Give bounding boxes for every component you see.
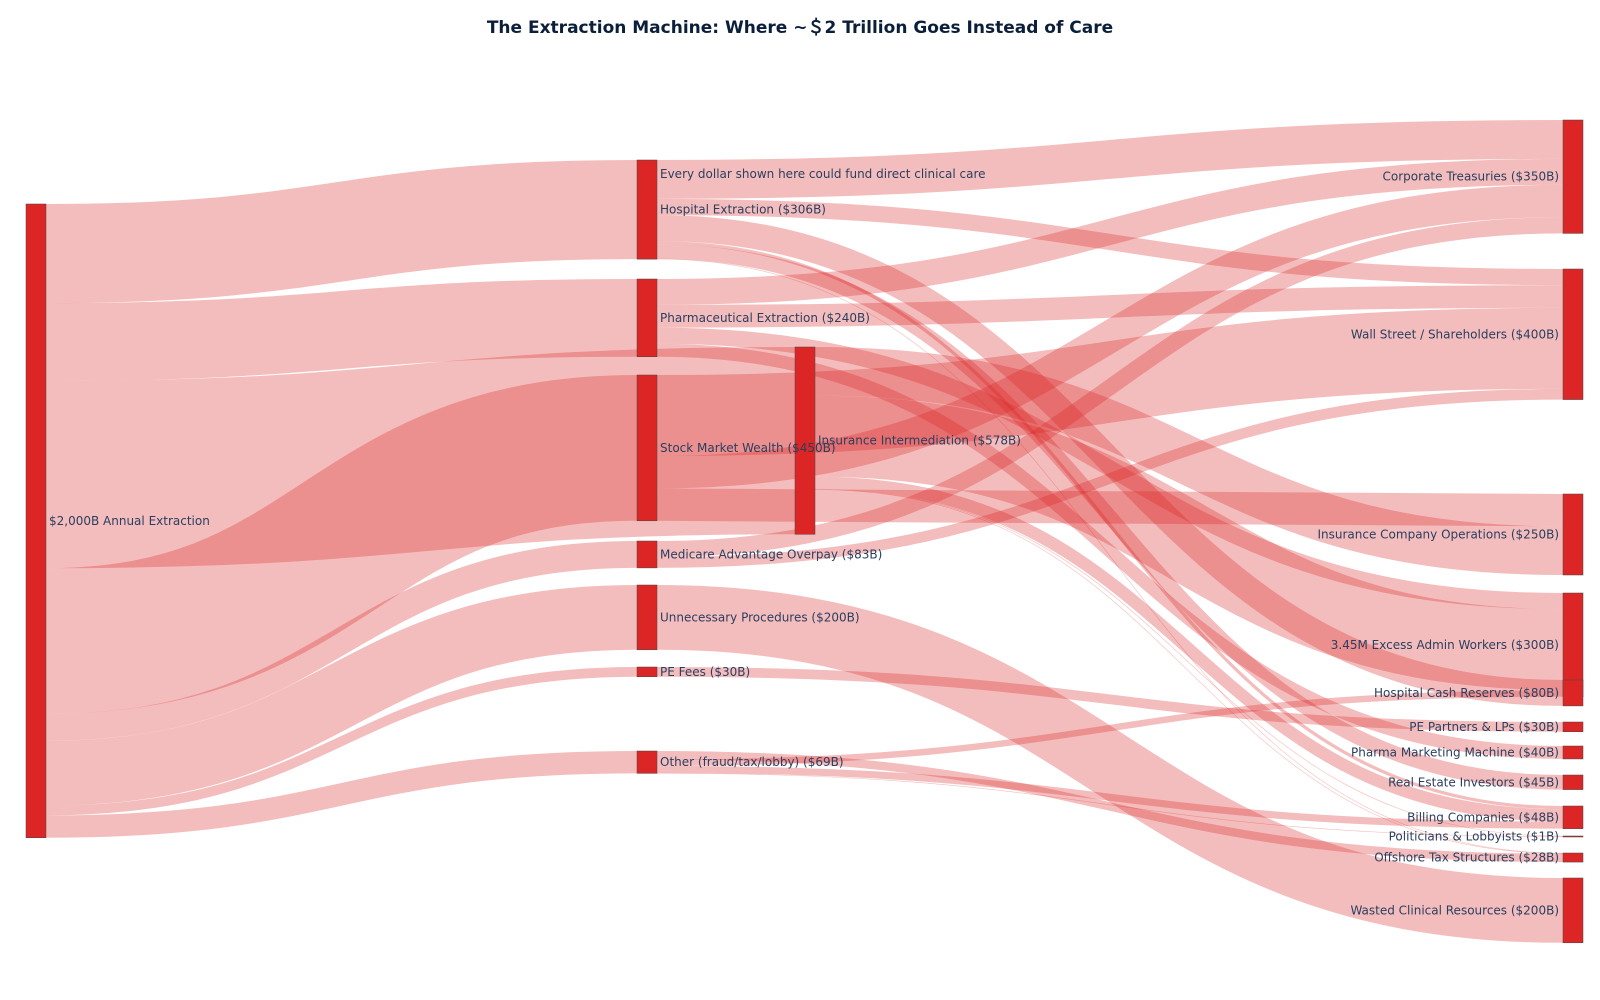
node-label-hosp: Hospital Extraction ($306B) [660,203,826,217]
link-hosp-to-hcash [656,215,1564,706]
node-label-corp: Corporate Treasuries ($350B) [1383,170,1559,184]
link-ins-to-off [814,489,1564,854]
node-pol [1562,835,1584,838]
node-label-pol: Politicians & Lobbyists ($1B) [1389,830,1559,844]
link-root-to-pharma [45,279,638,381]
link-unnec-to-waste [656,585,1564,943]
link-ma-to-wall [656,388,1564,568]
node-unnec [636,584,658,651]
node-pmkt [1562,745,1584,760]
node-label-re: Real Estate Investors ($45B) [1388,775,1559,789]
node-off [1562,852,1584,863]
node-label-ins: Insurance Intermediation ($578B) [818,434,1021,448]
node-label-pharma: Pharmaceutical Extraction ($240B) [660,311,870,325]
node-label-root: $2,000B Annual Extraction [49,514,210,528]
nodes-layer [25,119,1584,944]
link-pharma-to-pmkt [656,343,1564,759]
link-stock-to-corp [656,184,1564,489]
link-other-to-pol [656,772,1564,837]
node-label-other: Other (fraud/tax/lobby) ($69B) [660,755,844,769]
node-label-off: Offshore Tax Structures ($28B) [1374,851,1559,865]
link-hosp-to-bill [656,241,1564,810]
link-hosp-to-off [656,258,1564,854]
link-root-to-stock [45,375,638,714]
link-root-to-other [45,751,638,838]
link-ins-to-insops [814,347,1564,575]
node-label-pmkt: Pharma Marketing Machine ($40B) [1351,745,1559,759]
link-ins-to-pol [814,488,1564,837]
node-label-stock: Stock Market Wealth ($450B) [660,441,836,455]
node-label-wall: Wall Street / Shareholders ($400B) [1351,327,1559,341]
node-label-insops: Insurance Company Operations ($250B) [1317,528,1559,542]
node-insops [1562,493,1584,576]
node-label-pe: PE Fees ($30B) [660,665,750,679]
link-pharma-to-corp [656,158,1564,305]
node-hcash [1562,679,1584,707]
link-hosp-to-wall [656,198,1564,286]
link-other-to-off [656,751,1564,863]
node-ma [636,540,658,569]
link-ins-to-bill [814,476,1564,822]
node-label-ma: Medicare Advantage Overpay ($83B) [660,547,882,561]
node-label-admin: 3.45M Excess Admin Workers ($300B) [1331,638,1559,652]
node-bill [1562,805,1584,829]
node-ins [794,346,816,535]
link-root-to-unnec [45,585,638,806]
node-label-waste: Wasted Clinical Resources ($200B) [1350,903,1559,917]
node-wall [1562,268,1584,400]
node-corp [1562,119,1584,234]
node-pharma [636,278,658,358]
link-hosp-to-corp [656,120,1564,199]
link-stock-to-insops [656,488,1564,527]
link-other-to-bill [656,765,1564,829]
node-stock [636,374,658,522]
link-pharma-to-admin [656,327,1564,610]
link-root-to-pe [45,667,638,816]
node-label-pep: PE Partners & LPs ($30B) [1409,720,1559,734]
node-re [1562,774,1584,790]
node-pep [1562,721,1584,732]
node-other [636,750,658,774]
node-label-bill: Billing Companies ($48B) [1407,810,1559,824]
chart-title: The Extraction Machine: Where ~＄2 Trilli… [486,18,1114,38]
node-waste [1562,877,1584,944]
link-ma-to-corp [656,217,1564,558]
link-root-to-ma [45,541,638,741]
node-note-hosp: Every dollar shown here could fund direc… [660,167,986,181]
link-hosp-to-re [656,244,1564,790]
link-stock-to-wall [656,307,1564,456]
link-ins-to-admin [814,395,1564,691]
node-hosp [636,159,658,260]
node-label-unnec: Unnecessary Procedures ($200B) [660,610,860,624]
node-root [25,203,47,838]
node-label-hcash: Hospital Cash Reserves ($80B) [1374,686,1559,700]
node-pe [636,666,658,677]
labels-layer: $2,000B Annual Extraction Hospital Extrac… [49,167,1559,917]
link-pharma-to-wall [656,285,1564,328]
link-other-to-admin [656,690,1564,766]
link-root-to-hosp [45,160,638,304]
link-pe-to-pep [656,667,1564,732]
